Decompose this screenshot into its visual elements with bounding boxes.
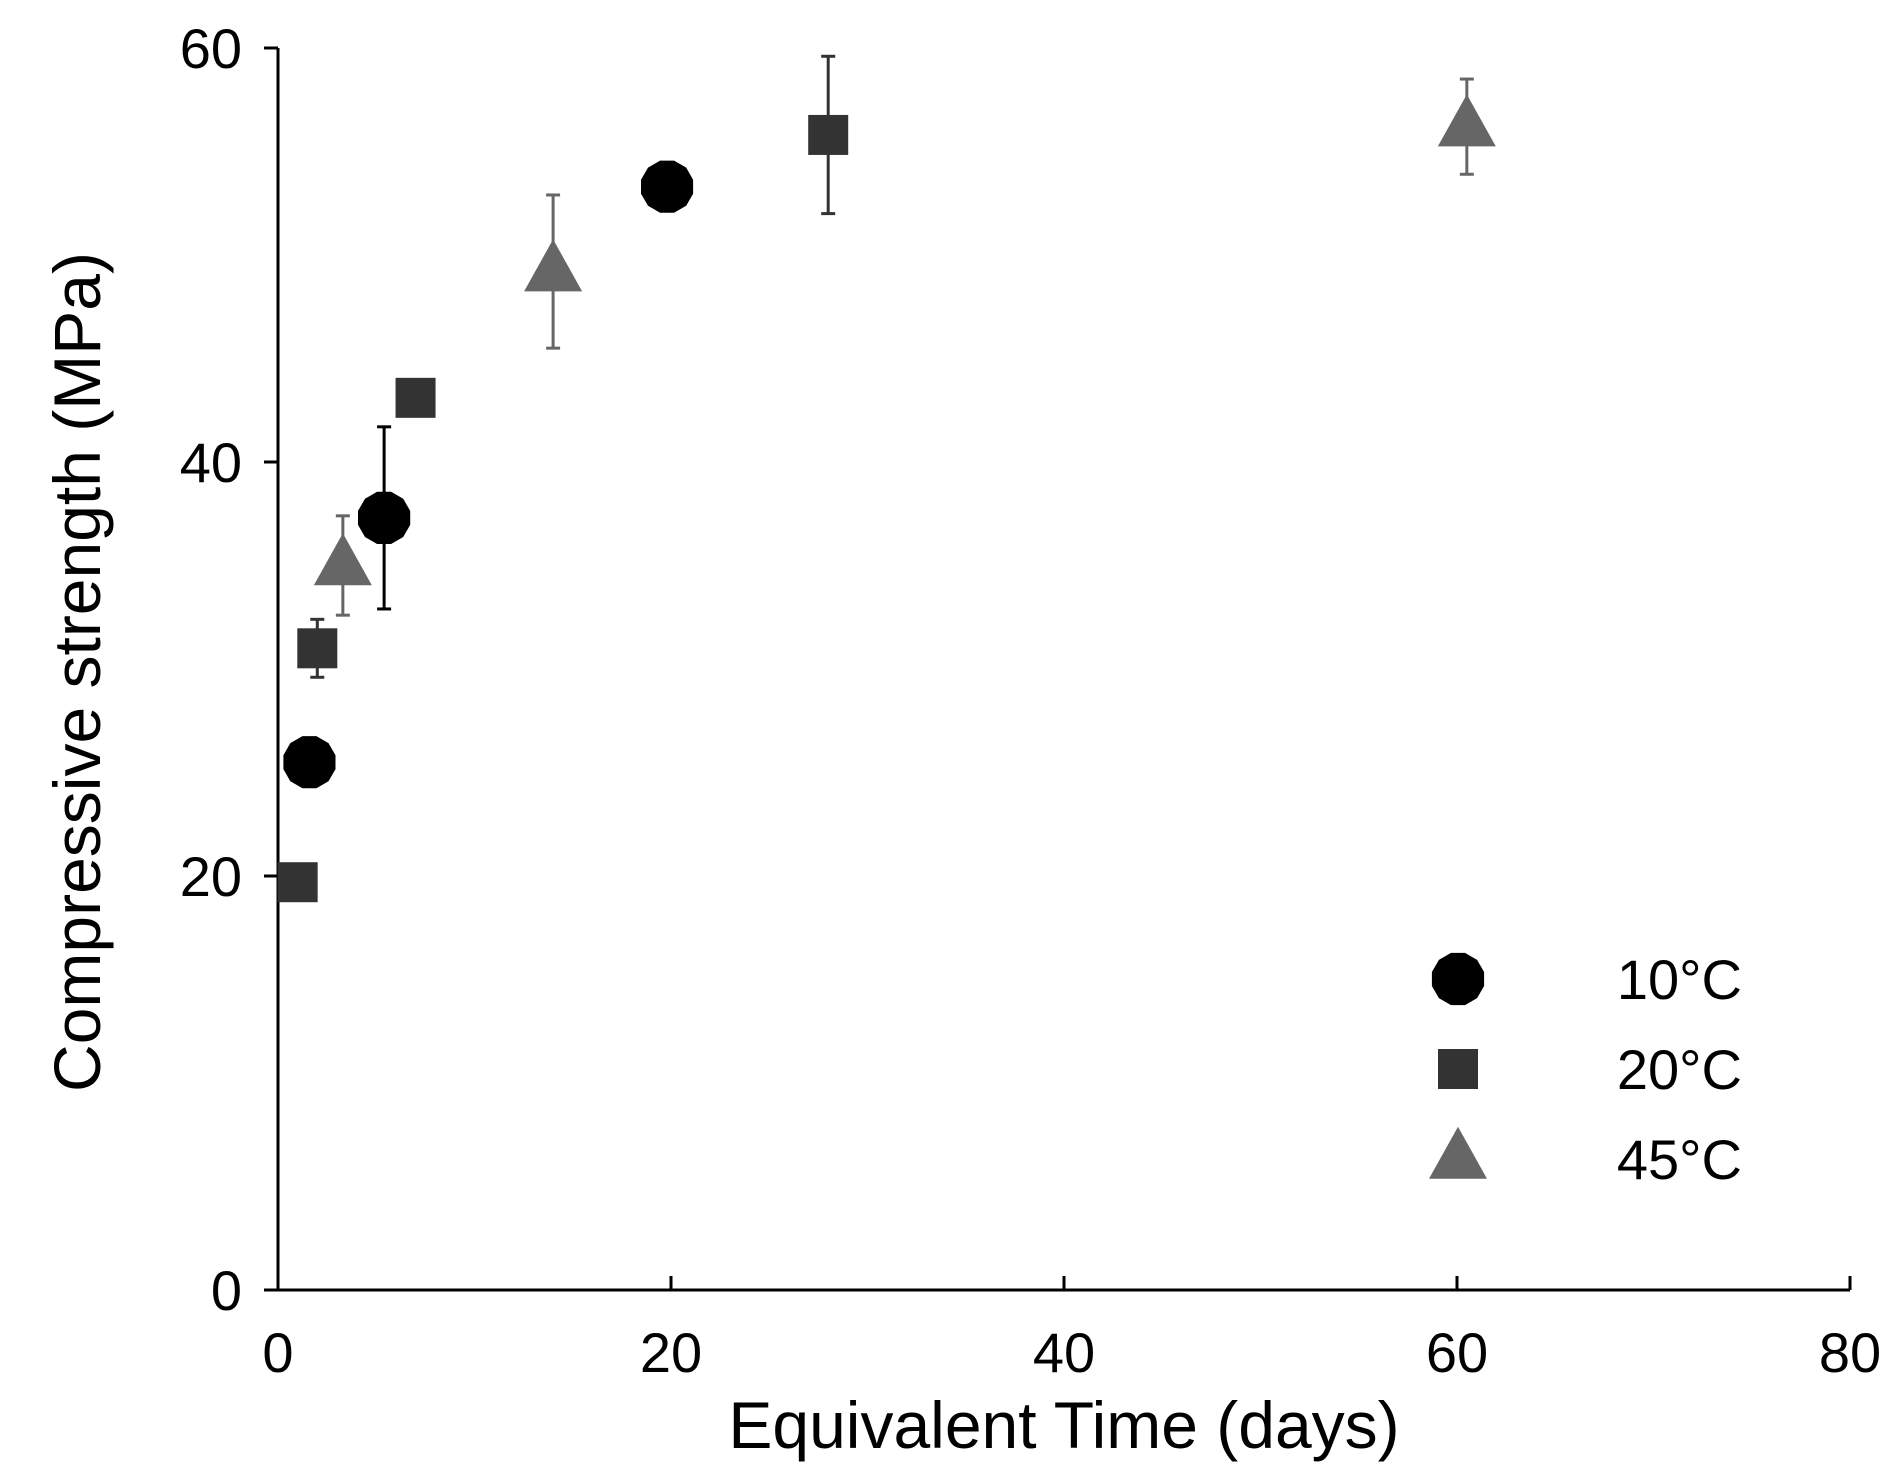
data-point-triangle bbox=[1437, 94, 1496, 147]
y-tick-label: 20 bbox=[180, 845, 242, 908]
ticks: 0 20 40 60 80 0 20 40 60 bbox=[180, 17, 1881, 1384]
x-tick-label: 40 bbox=[1033, 1321, 1095, 1384]
data-point-triangle bbox=[524, 239, 583, 292]
x-tick-label: 0 bbox=[262, 1321, 293, 1384]
y-tick-label: 0 bbox=[211, 1259, 242, 1322]
y-tick-label: 60 bbox=[180, 17, 242, 80]
x-tick-label: 20 bbox=[640, 1321, 702, 1384]
legend-marker-circle bbox=[1431, 952, 1485, 1006]
data-point-triangle bbox=[313, 533, 372, 586]
y-axis-title: Compressive strength (MPa) bbox=[40, 252, 114, 1092]
legend-label: 45°C bbox=[1617, 1128, 1742, 1191]
legend-label: 20°C bbox=[1617, 1038, 1742, 1101]
data-point-square bbox=[808, 114, 849, 155]
x-axis-title: Equivalent Time (days) bbox=[728, 1388, 1399, 1462]
error-bars bbox=[290, 54, 1474, 897]
data-point-square bbox=[395, 377, 436, 418]
data-points bbox=[277, 94, 1496, 903]
legend-marker-square bbox=[1438, 1049, 1478, 1089]
data-point-square bbox=[297, 628, 338, 669]
data-point-circle bbox=[283, 736, 336, 789]
data-point-square bbox=[277, 862, 318, 903]
legend-label: 10°C bbox=[1617, 948, 1742, 1011]
y-tick-label: 40 bbox=[180, 431, 242, 494]
legend-marker-triangle bbox=[1429, 1126, 1487, 1179]
axes bbox=[276, 48, 1850, 1292]
data-point-circle bbox=[641, 160, 694, 213]
x-tick-label: 80 bbox=[1819, 1321, 1881, 1384]
data-point-circle bbox=[358, 491, 411, 544]
legend: 10°C 20°C 45°C bbox=[1429, 948, 1742, 1191]
x-tick-label: 60 bbox=[1426, 1321, 1488, 1384]
